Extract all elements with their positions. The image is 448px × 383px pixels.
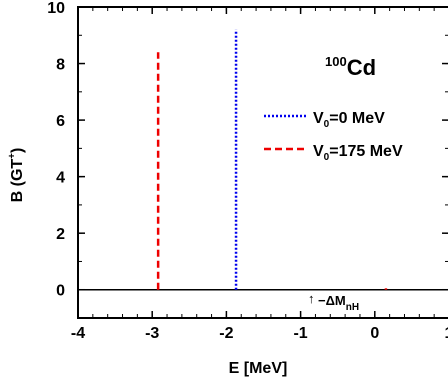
axis-ticks bbox=[77, 6, 448, 319]
x-tick-label: 1 bbox=[445, 325, 448, 342]
x-tick-label: -1 bbox=[293, 325, 307, 342]
legend: V0=0 MeV V0=175 MeV bbox=[264, 110, 403, 163]
annotation-arrow: ↑ bbox=[308, 291, 315, 306]
chart-title: 100Cd bbox=[325, 54, 376, 80]
y-tick-label: 8 bbox=[56, 57, 65, 74]
annotation-delta-m: ↑ −ΔMnH bbox=[308, 291, 359, 313]
y-tick-label: 0 bbox=[56, 283, 65, 300]
data-marks bbox=[156, 29, 388, 290]
y-axis-label: B (GT+) bbox=[7, 148, 26, 203]
y-tick-label: 6 bbox=[56, 113, 65, 130]
annotation-label: −ΔMnH bbox=[318, 293, 359, 313]
x-tick-label: -3 bbox=[145, 325, 159, 342]
x-axis-label: E [MeV] bbox=[229, 360, 288, 377]
title-mass-number: 100 bbox=[325, 54, 347, 69]
x-tick-label: -4 bbox=[71, 325, 85, 342]
legend-label-v0-175: V0=175 MeV bbox=[313, 143, 403, 163]
y-tick-label: 2 bbox=[56, 226, 65, 243]
legend-label-v0-0: V0=0 MeV bbox=[313, 110, 385, 130]
tick-labels: -4-3-2-1010246810 bbox=[47, 0, 448, 342]
y-tick-label: 10 bbox=[47, 0, 65, 17]
title-element: Cd bbox=[347, 55, 376, 80]
plot-border bbox=[77, 6, 448, 319]
plot-frame bbox=[77, 6, 448, 319]
x-tick-label: -2 bbox=[219, 325, 233, 342]
x-tick-label: 0 bbox=[370, 325, 379, 342]
y-tick-label: 4 bbox=[56, 170, 65, 187]
